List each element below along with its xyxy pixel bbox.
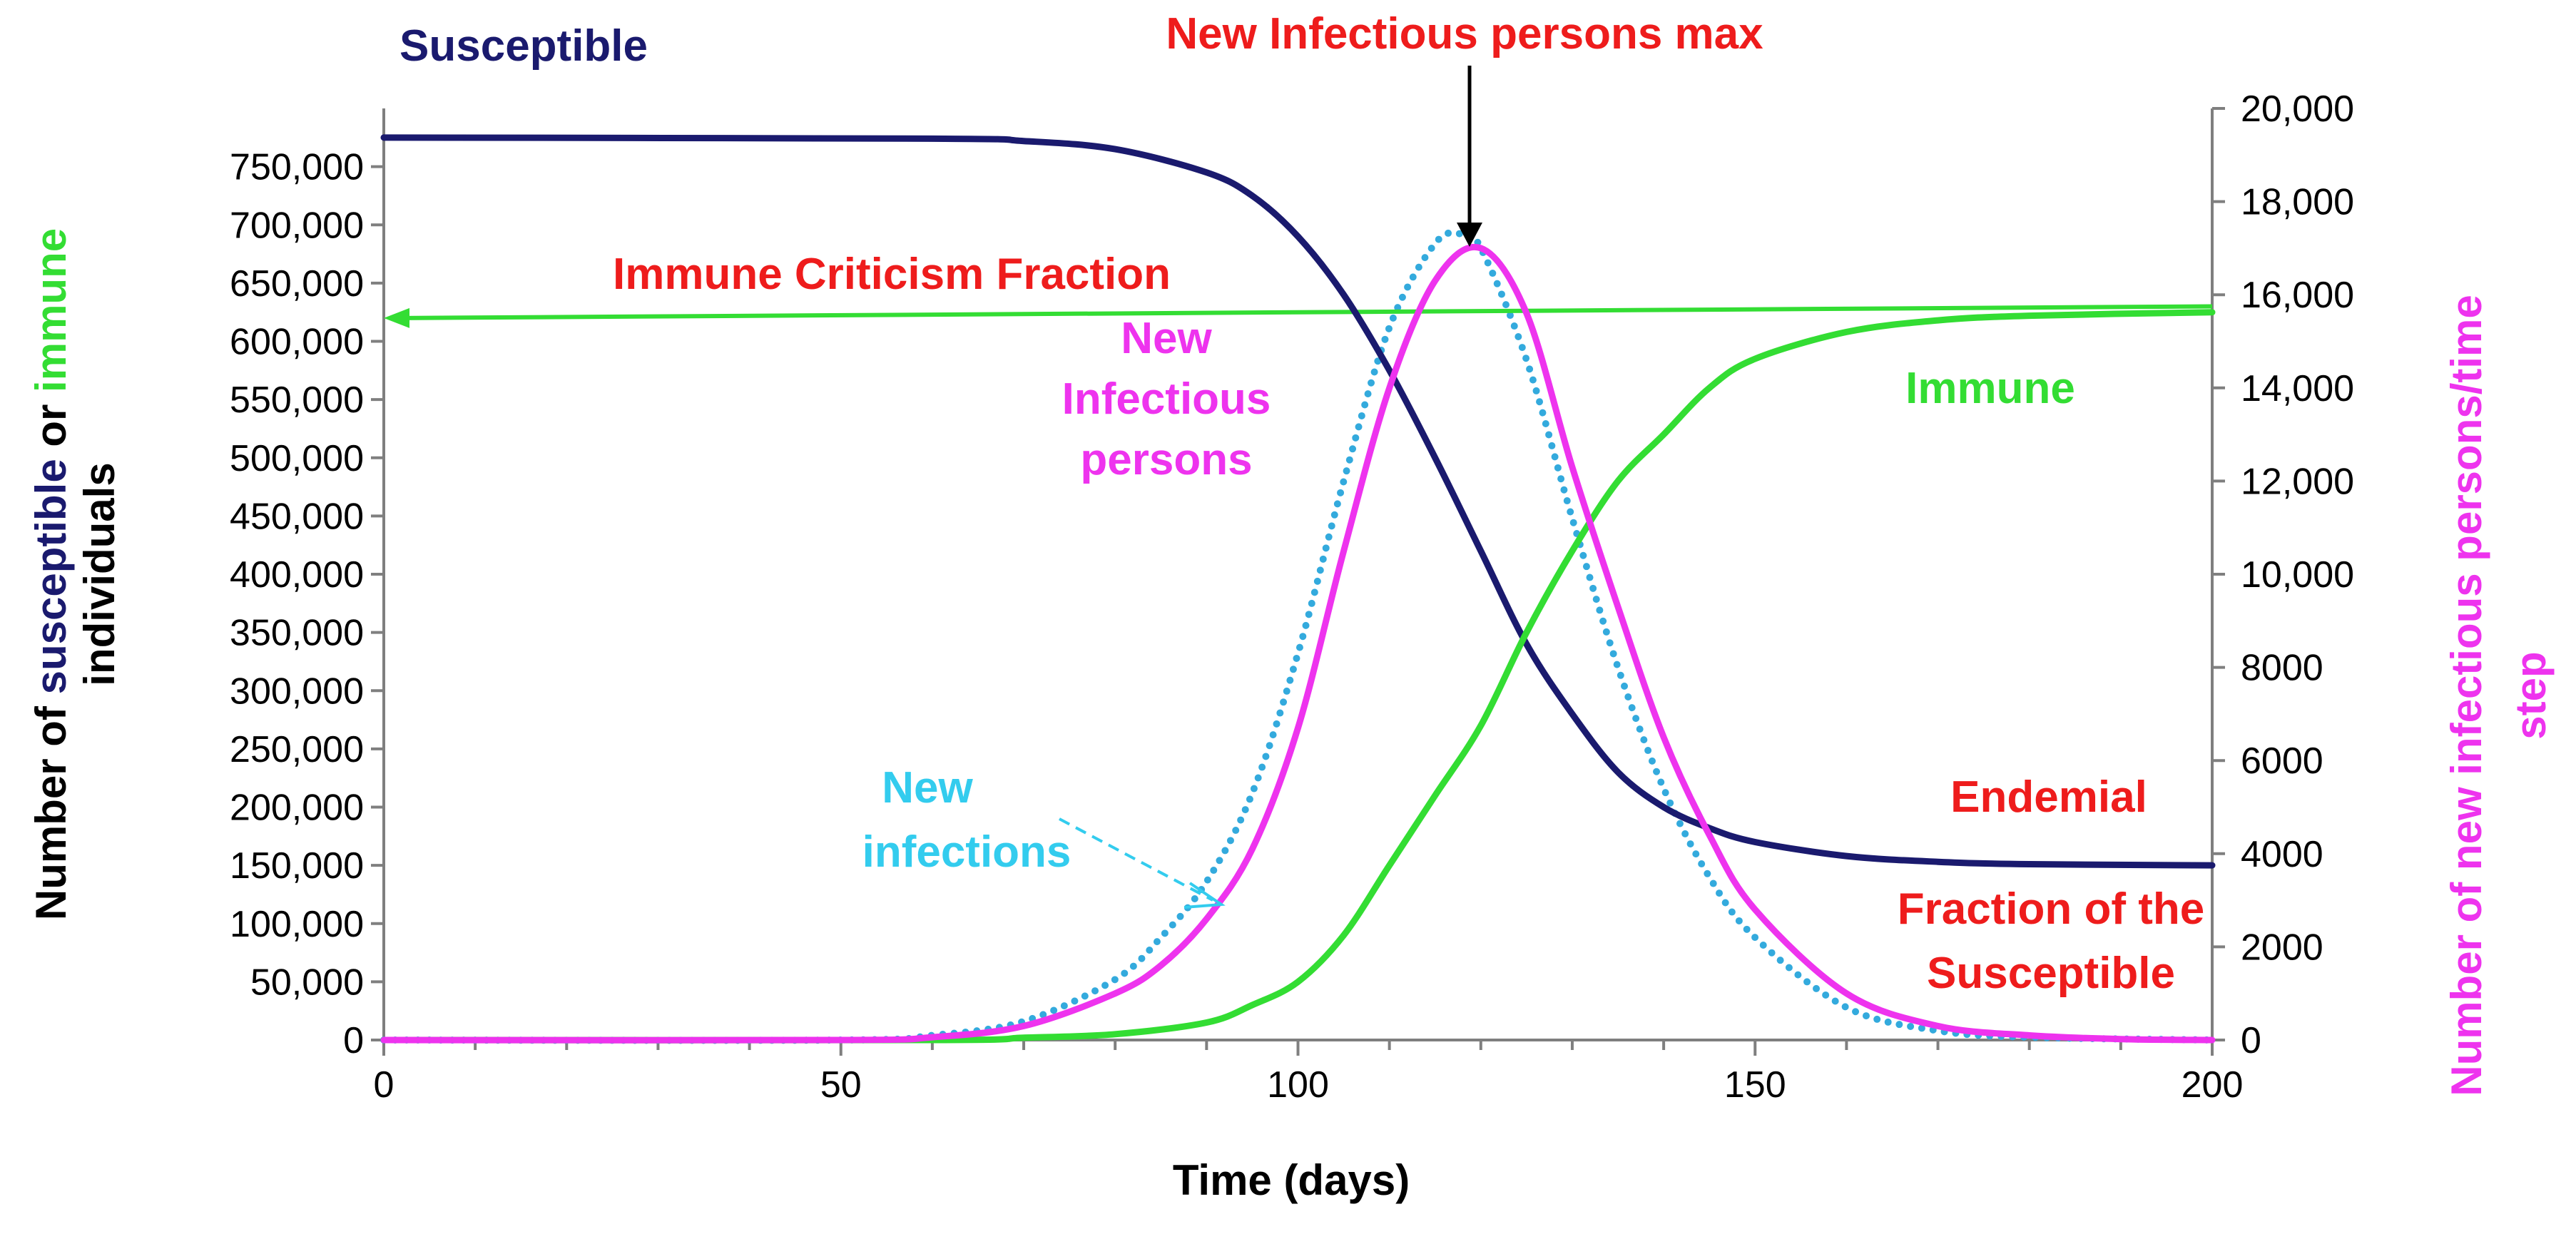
y-left-ticks: 0 50,000 100,000 150,000 200,000 250,000 300,0… <box>230 147 384 1061</box>
y-right-tick-label: 18,000 <box>2241 182 2354 223</box>
annotation-fraction-line1: Fraction of the <box>1898 885 2205 934</box>
y-right-tick-label: 16,000 <box>2241 275 2354 316</box>
y-right-tick-label: 0 <box>2241 1020 2261 1061</box>
y-left-tick-label: 500,000 <box>230 438 364 479</box>
x-tick-label: 50 <box>820 1064 862 1106</box>
series-susceptible <box>380 134 2216 869</box>
y-left-tick-label: 450,000 <box>230 496 364 537</box>
annotation-immune: Immune <box>1905 364 2075 413</box>
y-left-tick-label: 200,000 <box>230 787 364 829</box>
y-left-tick-label: 150,000 <box>230 845 364 887</box>
max-arrow <box>1457 66 1482 247</box>
y-right-tick-label: 14,000 <box>2241 368 2354 409</box>
y-left-title-line2: individuals <box>76 462 123 685</box>
new-infections-pointer <box>1059 817 1226 909</box>
annotation-new-infectious-line3: persons <box>1080 435 1252 484</box>
y-right-tick-label: 20,000 <box>2241 88 2354 130</box>
annotation-new-infectious-line2: Infectious <box>1062 374 1271 424</box>
series-new-infections <box>380 229 2216 1044</box>
y-left-tick-label: 0 <box>343 1020 364 1061</box>
annotation-new-infectious-line1: New <box>1121 314 1212 363</box>
y-left-tick-label: 350,000 <box>230 613 364 654</box>
y-left-tick-label: 650,000 <box>230 263 364 305</box>
y-left-tick-label: 100,000 <box>230 904 364 945</box>
y-right-tick-label: 10,000 <box>2241 554 2354 596</box>
annotation-endemial: Endemial <box>1950 773 2147 822</box>
y-right-tick-label: 12,000 <box>2241 461 2354 502</box>
x-tick-label: 150 <box>1724 1064 1786 1106</box>
y-right-tick-label: 6000 <box>2241 740 2323 782</box>
y-left-tick-label: 400,000 <box>230 554 364 596</box>
y-right-title-line2: step <box>2507 651 2555 739</box>
x-tick-label: 100 <box>1267 1064 1329 1106</box>
y-left-tick-label: 700,000 <box>230 205 364 246</box>
y-left-tick-label: 600,000 <box>230 322 364 363</box>
y-left-tick-label: 750,000 <box>230 147 364 188</box>
series-immune <box>380 309 2216 1044</box>
y-right-title-line1: Number of new infectious persons/time <box>2443 295 2490 1096</box>
y-right-tick-label: 8000 <box>2241 648 2323 689</box>
annotation-susceptible: Susceptible <box>399 21 648 71</box>
series-group <box>380 134 2216 1044</box>
y-right-tick-label: 2000 <box>2241 927 2323 968</box>
y-right-tick-label: 4000 <box>2241 834 2323 875</box>
annotation-new-infections-line2: infections <box>862 827 1071 877</box>
y-left-title-immune: immune <box>27 228 75 392</box>
x-tick-label: 0 <box>374 1064 394 1106</box>
y-left-tick-label: 250,000 <box>230 729 364 770</box>
y-left-title-part3: or <box>27 392 75 459</box>
y-left-tick-label: 50,000 <box>250 962 364 1003</box>
svg-text:Number of susceptible or immun: Number of susceptible or immune <box>27 228 75 920</box>
series-immune-criticism-fraction-arrowhead <box>384 307 409 328</box>
y-right-axis-title: Number of new infectious persons/time st… <box>2443 295 2555 1096</box>
y-left-tick-label: 550,000 <box>230 379 364 421</box>
x-axis-title: Time (days) <box>1173 1156 1410 1204</box>
series-new-infectious-persons <box>380 243 2216 1044</box>
annotation-new-infections-line1: New <box>882 763 973 812</box>
annotation-immune-criticism: Immune Criticism Fraction <box>613 250 1171 299</box>
y-right-ticks: 0 2000 4000 6000 8000 10,000 12,000 14,000 16,00… <box>2212 88 2354 1061</box>
annotation-new-infectious-max: New Infectious persons max <box>1166 9 1763 58</box>
y-left-title-part1: Number of <box>27 694 75 920</box>
x-tick-label: 200 <box>2182 1064 2244 1106</box>
series-immune-criticism-fraction <box>404 304 2213 320</box>
y-left-tick-label: 300,000 <box>230 671 364 712</box>
annotation-fraction-line2: Susceptible <box>1927 949 2175 998</box>
y-left-title-susceptible: susceptible <box>27 459 75 694</box>
x-ticks: 0 50 100 150 200 <box>374 1040 2244 1106</box>
y-left-axis-title: Number of susceptible or immune individu… <box>27 228 123 920</box>
